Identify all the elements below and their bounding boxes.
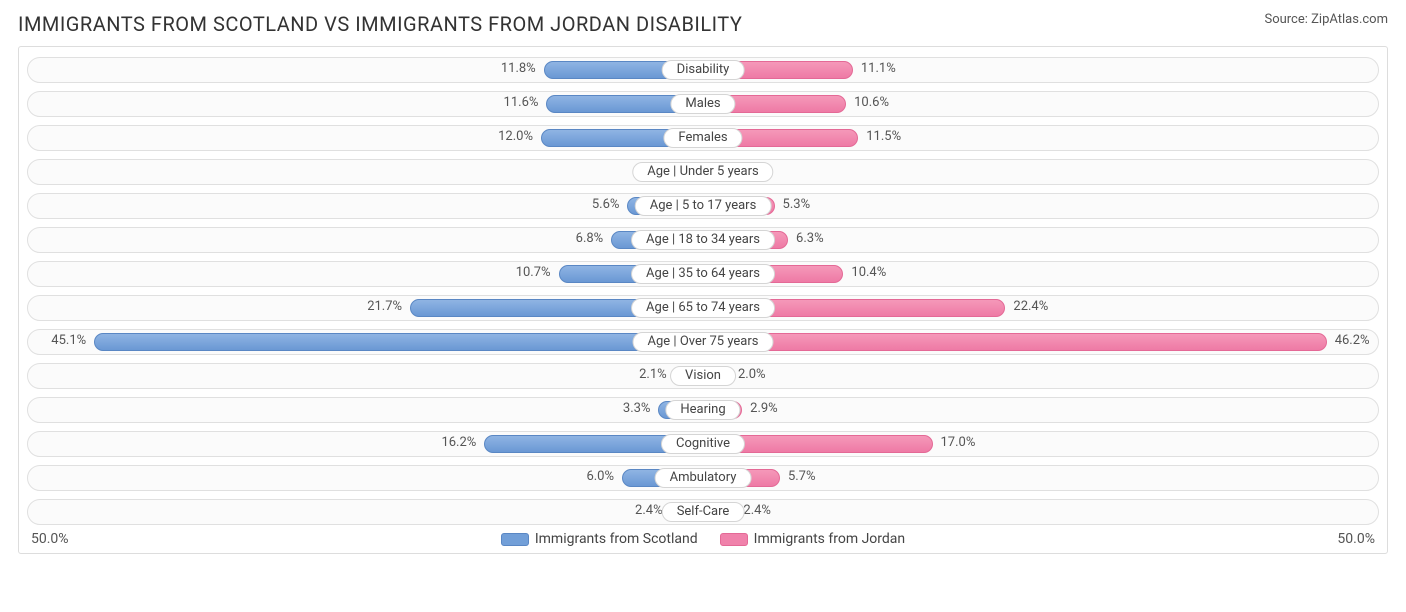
- bar-right: [703, 333, 1327, 351]
- value-left: 3.3%: [623, 401, 651, 416]
- value-right: 2.0%: [738, 367, 766, 382]
- legend: Immigrants from Scotland Immigrants from…: [501, 531, 905, 547]
- category-label: Age | 18 to 34 years: [631, 230, 775, 250]
- bar-row: 12.0% 11.5% Females: [27, 125, 1379, 151]
- legend-item-jordan: Immigrants from Jordan: [720, 531, 906, 547]
- bar-row: 2.1% 2.0%Vision: [27, 363, 1379, 389]
- value-left: 2.1%: [639, 367, 667, 382]
- chart-header: IMMIGRANTS FROM SCOTLAND VS IMMIGRANTS F…: [18, 12, 1388, 36]
- value-left: 5.6%: [592, 197, 620, 212]
- category-label: Age | 5 to 17 years: [635, 196, 772, 216]
- legend-label-right: Immigrants from Jordan: [754, 531, 906, 547]
- category-label: Age | 35 to 64 years: [631, 264, 775, 284]
- category-label: Ambulatory: [655, 468, 752, 488]
- legend-swatch-left: [501, 533, 529, 546]
- bar-rows-host: 11.8% 11.1% Disability 11.6% 10.6% Males 12.0%…: [27, 57, 1379, 525]
- value-left: 6.8%: [576, 231, 604, 246]
- value-left: 11.8%: [501, 61, 536, 76]
- category-label: Hearing: [665, 400, 740, 420]
- category-label: Age | Under 5 years: [632, 162, 773, 182]
- value-right: 2.4%: [743, 503, 771, 518]
- category-label: Females: [663, 128, 742, 148]
- category-label: Age | Over 75 years: [633, 332, 774, 352]
- legend-item-scotland: Immigrants from Scotland: [501, 531, 698, 547]
- value-right: 5.7%: [788, 469, 816, 484]
- legend-label-left: Immigrants from Scotland: [535, 531, 698, 547]
- value-left: 21.7%: [367, 299, 402, 314]
- value-right: 11.5%: [866, 129, 901, 144]
- value-right: 46.2%: [1335, 333, 1370, 348]
- axis-right-max: 50.0%: [1337, 531, 1375, 547]
- chart-title: IMMIGRANTS FROM SCOTLAND VS IMMIGRANTS F…: [18, 12, 742, 36]
- bar-row: 1.4%1.1%Age | Under 5 years: [27, 159, 1379, 185]
- bar-row: 3.3% 2.9% Hearing: [27, 397, 1379, 423]
- legend-swatch-right: [720, 533, 748, 546]
- chart-container: 11.8% 11.1% Disability 11.6% 10.6% Males 12.0%…: [18, 46, 1388, 554]
- bar-row: 10.7% 10.4% Age | 35 to 64 years: [27, 261, 1379, 287]
- bar-row: 6.8% 6.3% Age | 18 to 34 years: [27, 227, 1379, 253]
- chart-footer: 50.0% Immigrants from Scotland Immigrant…: [27, 531, 1379, 547]
- value-left: 2.4%: [635, 503, 663, 518]
- source-attribution: Source: ZipAtlas.com: [1264, 12, 1388, 27]
- value-right: 2.9%: [750, 401, 778, 416]
- value-right: 6.3%: [796, 231, 824, 246]
- category-label: Cognitive: [661, 434, 745, 454]
- value-left: 6.0%: [586, 469, 614, 484]
- bar-row: 2.4% 2.4%Self-Care: [27, 499, 1379, 525]
- category-label: Self-Care: [662, 502, 745, 522]
- category-label: Age | 65 to 74 years: [631, 298, 775, 318]
- bar-row: 5.6% 5.3% Age | 5 to 17 years: [27, 193, 1379, 219]
- value-right: 5.3%: [783, 197, 811, 212]
- value-left: 45.1%: [51, 333, 86, 348]
- category-label: Vision: [670, 366, 736, 386]
- value-left: 10.7%: [516, 265, 551, 280]
- value-left: 11.6%: [504, 95, 539, 110]
- value-right: 11.1%: [861, 61, 896, 76]
- category-label: Males: [670, 94, 735, 114]
- bar-row: 16.2% 17.0% Cognitive: [27, 431, 1379, 457]
- bar-row: 6.0% 5.7% Ambulatory: [27, 465, 1379, 491]
- bar-row: 11.8% 11.1% Disability: [27, 57, 1379, 83]
- bar-row: 45.1% 46.2% Age | Over 75 years: [27, 329, 1379, 355]
- value-right: 10.4%: [851, 265, 886, 280]
- bar-row: 11.6% 10.6% Males: [27, 91, 1379, 117]
- value-left: 12.0%: [498, 129, 533, 144]
- bar-left: [94, 333, 703, 351]
- category-label: Disability: [662, 60, 745, 80]
- value-right: 10.6%: [854, 95, 889, 110]
- value-right: 22.4%: [1013, 299, 1048, 314]
- value-left: 16.2%: [441, 435, 476, 450]
- axis-left-max: 50.0%: [31, 531, 69, 547]
- value-right: 17.0%: [941, 435, 976, 450]
- bar-row: 21.7% 22.4% Age | 65 to 74 years: [27, 295, 1379, 321]
